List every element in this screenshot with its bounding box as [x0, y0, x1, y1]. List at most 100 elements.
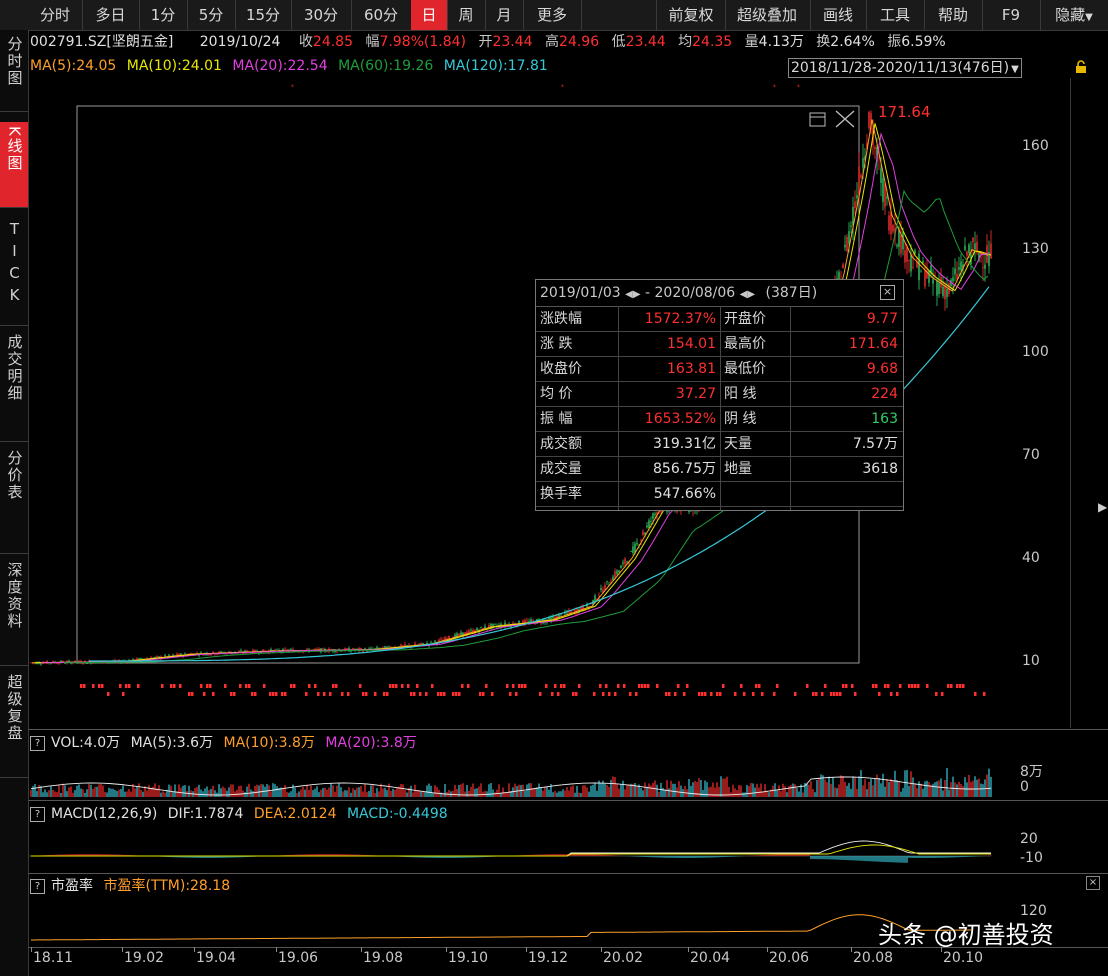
candle-body [362, 650, 364, 652]
macd-chart[interactable] [29, 826, 1069, 872]
volume-bar [328, 787, 330, 797]
macd-bar [836, 856, 838, 860]
macd-bar [92, 854, 94, 856]
range-start-date[interactable]: 2019/01/03 [540, 285, 621, 301]
tab-price-distribution[interactable]: 分价表 [0, 446, 28, 554]
candle-body [368, 648, 370, 650]
tab-kline-chart[interactable]: K线图 [0, 122, 28, 208]
volume-bar [278, 787, 280, 797]
close-icon[interactable] [834, 109, 856, 129]
signal-marker: ٴ [773, 84, 776, 97]
forward-adjust-button[interactable]: 前复权 [656, 0, 726, 30]
date-range-selector[interactable]: 2018/11/28-2020/11/13(476日) ▼ [788, 58, 1022, 78]
candle-body [534, 623, 536, 625]
close-icon[interactable]: × [880, 285, 895, 300]
volume-chart[interactable] [29, 755, 1069, 800]
period-tab-multiday[interactable]: 多日 [82, 0, 140, 30]
macd-bar [108, 854, 110, 856]
signal-marker [983, 692, 986, 696]
pe-chart[interactable] [29, 896, 1069, 946]
volume-bar [952, 776, 954, 797]
volume-bar [460, 784, 462, 797]
tab-super-review[interactable]: 超级复盘 [0, 670, 28, 778]
macd-bar [894, 856, 896, 863]
help-icon[interactable]: ? [30, 878, 45, 894]
range-end-stepper-icon[interactable]: ◀▶ [739, 289, 756, 300]
help-icon[interactable]: ? [30, 806, 45, 822]
period-tab-more[interactable]: 更多 [523, 0, 582, 30]
volume-bar [950, 782, 952, 797]
draw-line-button[interactable]: 画线 [810, 0, 867, 30]
macd-bar [954, 856, 956, 858]
candle-body [600, 588, 602, 590]
period-tab-15min[interactable]: 15分 [235, 0, 292, 30]
macd-bar [578, 854, 580, 856]
candle-body [978, 252, 980, 261]
volume-bar [606, 785, 608, 797]
volume-bar [408, 787, 410, 797]
volume-bar [616, 784, 618, 797]
signal-marker [269, 692, 272, 696]
range-end-date[interactable]: 2020/08/06 [654, 285, 736, 301]
lock-icon[interactable] [1074, 60, 1088, 74]
macd-bar [70, 854, 72, 856]
super-overlay-button[interactable]: 超级叠加 [724, 0, 811, 30]
macd-bar [924, 856, 926, 858]
help-icon[interactable]: ? [30, 735, 45, 751]
tab-tick[interactable]: TICK [0, 216, 28, 326]
signal-marker [647, 684, 650, 688]
volume-bar [116, 790, 118, 797]
help-menu-button[interactable]: 帮助 [924, 0, 983, 30]
period-tab-60min[interactable]: 60分 [351, 0, 412, 30]
period-tab-week[interactable]: 周 [447, 0, 486, 30]
signal-marker [395, 684, 398, 688]
macd-bar [248, 856, 250, 857]
close-icon[interactable]: × [1086, 876, 1100, 890]
macd-bar [212, 856, 214, 858]
volume-bar [586, 787, 588, 797]
candle-body [632, 546, 634, 554]
macd-bar [298, 854, 300, 856]
macd-dea: DEA:2.0124 [253, 806, 337, 822]
open-value: 23.44 [492, 34, 533, 50]
macd-bar [598, 854, 600, 856]
signal-marker [437, 692, 440, 696]
tab-profile-data[interactable]: 深度资料 [0, 558, 28, 666]
macd-bar [484, 856, 486, 858]
period-tab-intraday[interactable]: 分时 [28, 0, 83, 30]
candle-body [630, 551, 632, 553]
hide-button[interactable]: 隐藏▼ [1040, 0, 1108, 30]
tab-trade-details[interactable]: 成交明细 [0, 330, 28, 442]
period-tab-day[interactable]: 日 [411, 0, 448, 30]
signal-marker [884, 684, 887, 688]
price-tick: 160 [1022, 138, 1049, 154]
macd-bar [314, 854, 316, 856]
macd-bar [524, 855, 526, 856]
f9-button[interactable]: F9 [982, 0, 1041, 30]
signal-marker [362, 692, 365, 696]
macd-bar [814, 856, 816, 860]
volume-bar [904, 770, 906, 797]
period-tab-month[interactable]: 月 [485, 0, 524, 30]
signal-marker [872, 684, 875, 688]
volume-bar [754, 787, 756, 797]
signal-marker [743, 692, 746, 696]
period-tab-1min[interactable]: 1分 [139, 0, 188, 30]
volume-bar [822, 775, 824, 797]
macd-bar [730, 856, 732, 857]
volume-bar [406, 792, 408, 797]
macd-bar [408, 856, 410, 858]
macd-bar [828, 856, 830, 860]
maximize-icon[interactable] [808, 110, 828, 128]
volume-bar [320, 789, 322, 797]
macd-bar [240, 856, 242, 858]
range-start-stepper-icon[interactable]: ◀▶ [625, 289, 641, 300]
macd-bar [844, 856, 846, 861]
period-tab-5min[interactable]: 5分 [187, 0, 236, 30]
signal-marker: ٴ [291, 84, 294, 97]
tools-menu-button[interactable]: 工具 [866, 0, 925, 30]
volume-bar [210, 788, 212, 797]
period-tab-30min[interactable]: 30分 [291, 0, 352, 30]
scroll-right-icon[interactable]: ▶ [1098, 500, 1108, 514]
tab-intraday-chart[interactable]: 分时图 [0, 32, 28, 112]
